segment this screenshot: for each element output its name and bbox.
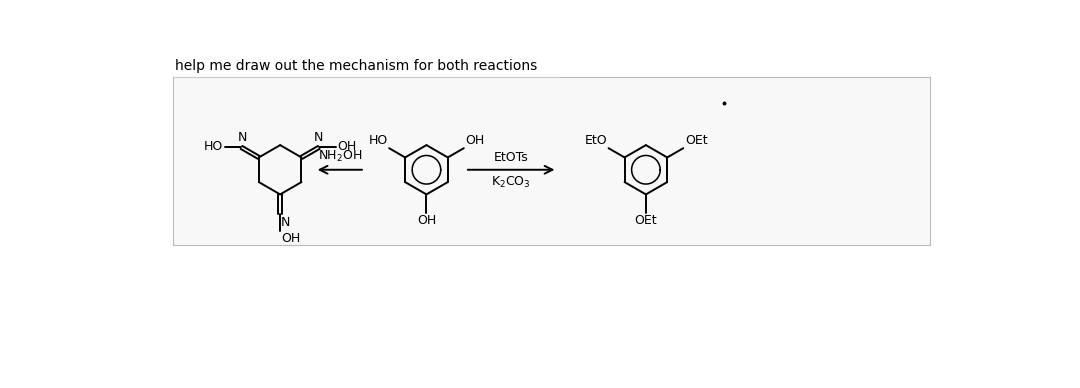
Text: N: N [281,216,291,229]
Text: N: N [238,132,247,144]
Text: K$_2$CO$_3$: K$_2$CO$_3$ [491,175,531,190]
Text: OEt: OEt [685,133,707,147]
Text: OEt: OEt [635,215,658,227]
Text: OH: OH [465,133,485,147]
Text: OH: OH [337,140,356,153]
Text: HO: HO [204,140,222,153]
Text: EtOTs: EtOTs [494,151,528,165]
Text: N: N [313,132,323,144]
Text: NH$_2$OH: NH$_2$OH [318,149,362,165]
Text: EtO: EtO [584,133,607,147]
FancyBboxPatch shape [173,77,930,245]
Text: HO: HO [368,133,388,147]
Text: OH: OH [417,215,436,227]
Text: help me draw out the mechanism for both reactions: help me draw out the mechanism for both … [175,59,537,73]
Text: OH: OH [281,232,300,245]
